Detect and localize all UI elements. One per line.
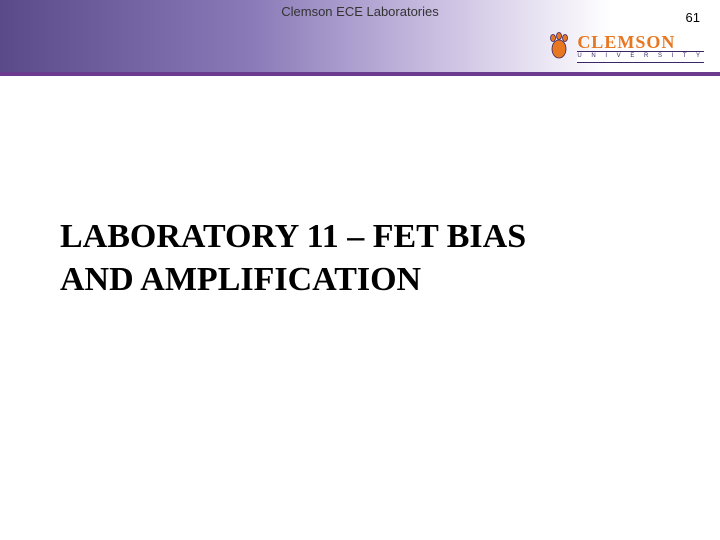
header-title: Clemson ECE Laboratories bbox=[281, 4, 439, 19]
title-line-1: LABORATORY 11 – FET BIAS bbox=[60, 218, 526, 255]
header-bar: Clemson ECE Laboratories 61 CLEMSON U N … bbox=[0, 0, 720, 72]
logo-text: CLEMSON U N I V E R S I T Y bbox=[577, 33, 704, 62]
clemson-logo: CLEMSON U N I V E R S I T Y bbox=[545, 32, 704, 64]
paw-icon bbox=[545, 32, 573, 64]
logo-brand-text: CLEMSON bbox=[577, 33, 704, 51]
title-line-2: AND AMPLIFICATION bbox=[60, 261, 421, 298]
page-title: LABORATORY 11 – FET BIAS AND AMPLIFICATI… bbox=[60, 216, 660, 301]
main-content: LABORATORY 11 – FET BIAS AND AMPLIFICATI… bbox=[0, 76, 720, 301]
page-number: 61 bbox=[686, 10, 700, 25]
logo-subtitle: U N I V E R S I T Y bbox=[577, 51, 704, 62]
